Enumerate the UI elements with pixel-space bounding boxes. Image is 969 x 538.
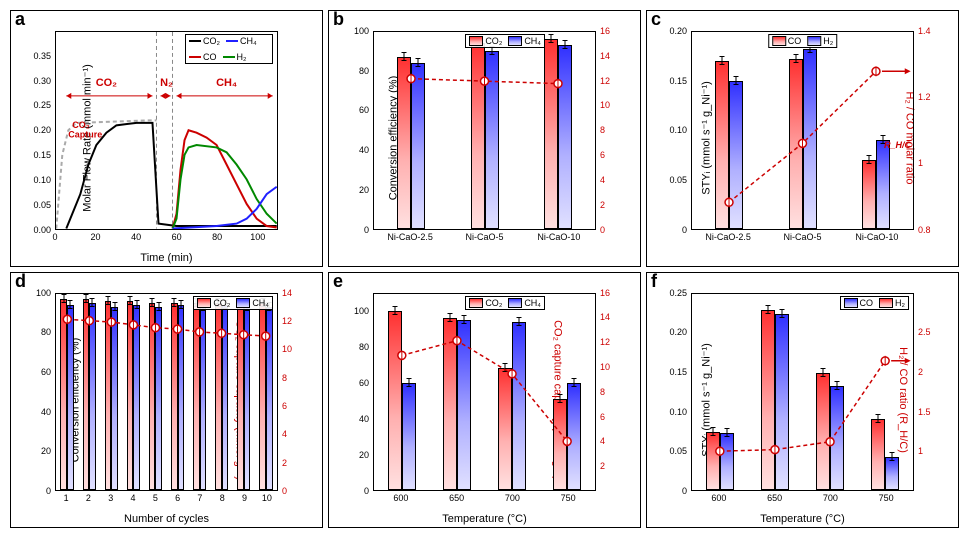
bar: [512, 322, 526, 490]
xticks-e: 600650700750: [373, 493, 596, 507]
yticks-right-c: 0.811.21.4: [916, 31, 930, 230]
plot-f: COH₂: [691, 293, 914, 492]
panel-label-b: b: [333, 9, 344, 30]
bar: [105, 301, 112, 490]
bar: [558, 45, 572, 228]
bar: [443, 318, 457, 490]
bar: [60, 299, 67, 490]
bar: [544, 39, 558, 228]
bar: [715, 61, 729, 228]
bar: [67, 305, 74, 490]
bar: [871, 419, 885, 490]
panel-f: f STYᵢ (mmol s⁻¹ g_Ni⁻¹) H₂ / CO ratio (…: [646, 272, 959, 529]
yticks-left-b: 020406080100: [357, 31, 371, 230]
legend: COH₂: [840, 296, 910, 310]
panel-label-c: c: [651, 9, 661, 30]
xticks-d: 12345678910: [55, 493, 278, 507]
plot-c: COH₂R_H/C: [691, 31, 914, 230]
xticks-c: Ni-CaO-2.5Ni-CaO-5Ni-CaO-10: [691, 232, 914, 246]
bar: [237, 303, 244, 490]
svg-text:CO₂: CO₂: [96, 77, 117, 89]
panel-label-d: d: [15, 271, 26, 292]
bar: [885, 457, 899, 490]
panel-e: e Conversion efficiency (%) CO₂ capture …: [328, 272, 641, 529]
panel-label-a: a: [15, 9, 25, 30]
bar: [83, 299, 90, 490]
bar: [193, 303, 200, 490]
bar: [133, 305, 140, 490]
bar: [457, 320, 471, 490]
yticks-left-e: 020406080100: [357, 293, 371, 492]
bar: [471, 43, 485, 228]
bar: [720, 433, 734, 490]
bar: [222, 305, 229, 490]
xlabel-d: Number of cycles: [124, 513, 209, 525]
bar: [553, 399, 567, 490]
bar: [830, 386, 844, 490]
bar: [178, 305, 185, 490]
plot-e: CO₂CH₄: [373, 293, 596, 492]
panel-c: c STYᵢ (mmol s⁻¹ g_Ni⁻¹) H₂ / CO molar r…: [646, 10, 959, 267]
xticks-b: Ni-CaO-2.5Ni-CaO-5Ni-CaO-10: [373, 232, 596, 246]
legend: CO₂CH₄: [465, 34, 545, 48]
xticks-f: 600650700750: [691, 493, 914, 507]
xlabel-a: Time (min): [140, 252, 192, 264]
plot-b: CO₂CH₄: [373, 31, 596, 230]
bar: [149, 303, 156, 490]
yticks-a: 0.000.050.100.150.200.250.300.35: [39, 31, 53, 230]
bar: [111, 307, 118, 490]
panel-a: a Molar Flow Rate (mmol min⁻¹) Time (min…: [10, 10, 323, 267]
yticks-left-d: 020406080100: [39, 293, 53, 492]
bar: [803, 49, 817, 228]
legend: CO₂CH₄: [465, 296, 545, 310]
bar: [706, 432, 720, 490]
bar: [729, 81, 743, 229]
bar: [155, 307, 162, 490]
xlabel-f: Temperature (°C): [760, 513, 844, 525]
bar: [388, 311, 402, 490]
bar: [816, 373, 830, 490]
yticks-right-e: 246810121416: [598, 293, 612, 492]
bar: [411, 63, 425, 228]
legend: CO₂CH₄: [193, 296, 273, 310]
bar: [789, 59, 803, 228]
bar: [215, 303, 222, 490]
legend: COH₂: [768, 34, 838, 48]
yticks-right-d: 02468101214: [280, 293, 294, 492]
bar: [775, 314, 789, 491]
xlabel-e: Temperature (°C): [442, 513, 526, 525]
svg-text:Capture: Capture: [68, 130, 102, 140]
bar: [498, 368, 512, 490]
bar: [862, 160, 876, 229]
plot-d: CO₂CH₄: [55, 293, 278, 492]
bar: [259, 303, 266, 490]
bar: [127, 301, 134, 490]
bar: [89, 303, 96, 490]
svg-text:CO₂: CO₂: [72, 120, 89, 130]
panel-label-f: f: [651, 271, 657, 292]
panel-d: d Conversion efficiency (%) CO₂ capture …: [10, 272, 323, 529]
xticks-a: 020406080100: [55, 232, 278, 246]
bar: [200, 307, 207, 490]
yticks-right-b: 0246810121416: [598, 31, 612, 230]
bar: [397, 57, 411, 228]
yticks-right-f: 11.522.5: [916, 293, 930, 492]
yticks-left-c: 00.050.100.150.20: [675, 31, 689, 230]
bar: [171, 303, 178, 490]
panel-b: b Conversion efficiency (%) CO₂ capture …: [328, 10, 641, 267]
svg-text:N₂: N₂: [160, 77, 173, 89]
panel-label-e: e: [333, 271, 343, 292]
svg-text:CH₄: CH₄: [216, 77, 237, 89]
bar: [876, 140, 890, 229]
figure-grid: a Molar Flow Rate (mmol min⁻¹) Time (min…: [10, 10, 959, 528]
bar: [761, 310, 775, 490]
bar: [485, 51, 499, 228]
bar: [266, 307, 273, 490]
bar: [402, 383, 416, 490]
bar: [244, 307, 251, 490]
plot-a: CO₂N₂CH₄CO₂Capture CO₂CH₄COH₂: [55, 31, 278, 230]
yticks-left-f: 00.050.100.150.200.25: [675, 293, 689, 492]
bar: [567, 383, 581, 490]
